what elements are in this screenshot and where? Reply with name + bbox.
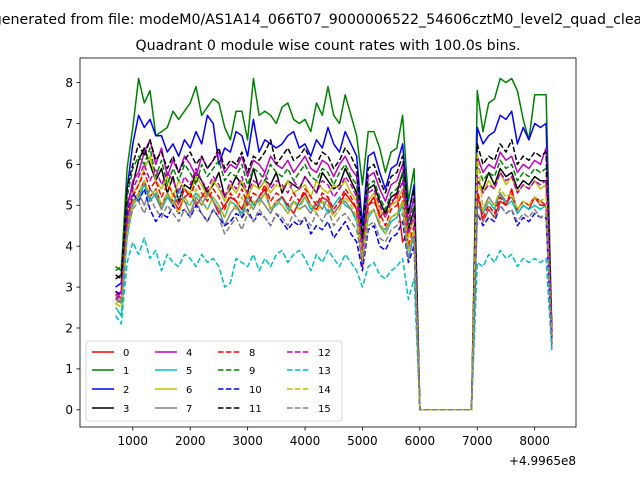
legend-label-11: 11: [249, 404, 262, 415]
legend-label-2: 2: [123, 385, 129, 396]
series-line-11: [115, 139, 553, 411]
series-line-4: [114, 139, 553, 411]
figure-suptitle: Plot generated from file: modeM0/AS1A14_…: [0, 12, 640, 28]
y-tick-label: 6: [65, 158, 73, 172]
series-line-13: [114, 237, 553, 411]
series-line-15: [115, 196, 553, 411]
series-lines: [114, 77, 553, 411]
legend-label-6: 6: [186, 385, 192, 396]
y-tick-label: 1: [65, 362, 73, 376]
legend-label-12: 12: [318, 348, 331, 359]
legend-label-10: 10: [249, 385, 262, 396]
legend-label-1: 1: [123, 366, 129, 377]
x-tick-label: 6000: [405, 434, 436, 448]
plot-frame: [79, 57, 577, 428]
chart-title: Quadrant 0 module wise count rates with …: [135, 38, 520, 54]
legend-label-8: 8: [249, 348, 255, 359]
legend-label-5: 5: [186, 366, 192, 377]
series-line-5: [114, 184, 553, 411]
legend-label-3: 3: [123, 404, 129, 415]
x-tick-label: 5000: [347, 434, 378, 448]
y-tick-label: 8: [65, 76, 73, 90]
x-axis-offset-text: +4.9965e8: [509, 454, 576, 468]
legend-label-7: 7: [186, 404, 192, 415]
legend-label-14: 14: [318, 385, 331, 396]
legend-label-15: 15: [318, 404, 331, 415]
series-line-2: [115, 110, 553, 411]
legend-box: [85, 340, 343, 422]
x-tick-label: 8000: [519, 434, 550, 448]
series-line-8: [115, 171, 553, 411]
axes: 1000 2000 3000 4000 5000 6000 7000 800001234567…: [65, 76, 550, 448]
legend-label-0: 0: [123, 348, 129, 359]
x-tick-label: 2000: [175, 434, 206, 448]
x-tick-label: 4000: [290, 434, 321, 448]
y-tick-label: 3: [65, 280, 73, 294]
y-tick-label: 0: [65, 403, 73, 417]
series-line-1: [115, 77, 553, 411]
series-line-6: [115, 155, 553, 411]
legend-label-4: 4: [186, 348, 192, 359]
series-line-14: [115, 151, 553, 411]
series-line-7: [114, 188, 553, 411]
x-tick-label: 1000: [118, 434, 149, 448]
x-tick-label: 3000: [232, 434, 263, 448]
series-line-12: [115, 163, 553, 411]
legend-label-13: 13: [318, 366, 331, 377]
x-tick-label: 7000: [462, 434, 493, 448]
legend-label-9: 9: [249, 366, 255, 377]
y-tick-label: 4: [65, 239, 73, 253]
y-tick-label: 2: [65, 321, 73, 335]
series-line-10: [115, 188, 553, 411]
y-tick-label: 7: [65, 117, 73, 131]
y-tick-label: 5: [65, 199, 73, 213]
